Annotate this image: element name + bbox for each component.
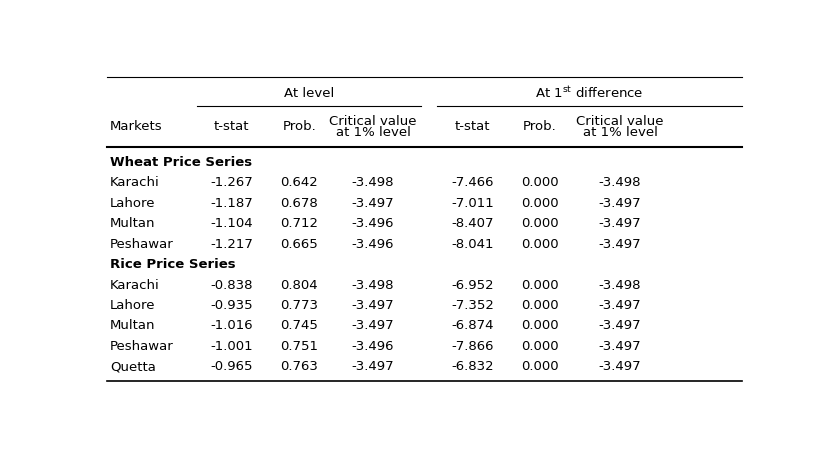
Text: -3.497: -3.497 [598, 360, 641, 374]
Text: At 1$^{\mathregular{st}}$ difference: At 1$^{\mathregular{st}}$ difference [535, 86, 643, 101]
Text: -8.407: -8.407 [451, 217, 493, 230]
Text: -3.497: -3.497 [598, 238, 641, 250]
Text: Prob.: Prob. [523, 120, 556, 133]
Text: -7.352: -7.352 [451, 299, 494, 312]
Text: 0.000: 0.000 [520, 238, 558, 250]
Text: -1.267: -1.267 [210, 176, 253, 189]
Text: 0.642: 0.642 [280, 176, 318, 189]
Text: -3.497: -3.497 [598, 319, 641, 332]
Text: 0.745: 0.745 [280, 319, 318, 332]
Text: -3.497: -3.497 [598, 217, 641, 230]
Text: 0.000: 0.000 [520, 197, 558, 209]
Text: -3.497: -3.497 [598, 340, 641, 353]
Text: 0.000: 0.000 [520, 319, 558, 332]
Text: 0.000: 0.000 [520, 340, 558, 353]
Text: -0.965: -0.965 [210, 360, 253, 374]
Text: -3.497: -3.497 [598, 197, 641, 209]
Text: Lahore: Lahore [110, 299, 155, 312]
Text: -1.001: -1.001 [210, 340, 253, 353]
Text: 0.000: 0.000 [520, 217, 558, 230]
Text: -7.011: -7.011 [451, 197, 493, 209]
Text: -3.497: -3.497 [351, 360, 394, 374]
Text: -3.497: -3.497 [351, 319, 394, 332]
Text: at 1% level: at 1% level [582, 126, 657, 139]
Text: At level: At level [284, 87, 333, 100]
Text: 0.000: 0.000 [520, 176, 558, 189]
Text: -6.874: -6.874 [451, 319, 493, 332]
Text: 0.773: 0.773 [280, 299, 318, 312]
Text: -3.496: -3.496 [351, 238, 394, 250]
Text: at 1% level: at 1% level [335, 126, 410, 139]
Text: -3.498: -3.498 [598, 176, 641, 189]
Text: Karachi: Karachi [110, 176, 160, 189]
Text: Critical value: Critical value [329, 115, 416, 128]
Text: -1.187: -1.187 [210, 197, 253, 209]
Text: 0.712: 0.712 [280, 217, 318, 230]
Text: t-stat: t-stat [454, 120, 490, 133]
Text: -0.935: -0.935 [210, 299, 253, 312]
Text: 0.000: 0.000 [520, 278, 558, 291]
Text: Wheat Price Series: Wheat Price Series [110, 156, 251, 169]
Text: -8.041: -8.041 [451, 238, 493, 250]
Text: Karachi: Karachi [110, 278, 160, 291]
Text: -6.832: -6.832 [451, 360, 493, 374]
Text: Quetta: Quetta [110, 360, 155, 374]
Text: -6.952: -6.952 [451, 278, 493, 291]
Text: 0.804: 0.804 [280, 278, 318, 291]
Text: -1.217: -1.217 [210, 238, 253, 250]
Text: -3.498: -3.498 [598, 278, 641, 291]
Text: Multan: Multan [110, 217, 155, 230]
Text: Lahore: Lahore [110, 197, 155, 209]
Text: -3.498: -3.498 [351, 278, 394, 291]
Text: -1.104: -1.104 [210, 217, 253, 230]
Text: 0.763: 0.763 [280, 360, 318, 374]
Text: 0.678: 0.678 [280, 197, 318, 209]
Text: -0.838: -0.838 [210, 278, 253, 291]
Text: Critical value: Critical value [576, 115, 663, 128]
Text: Markets: Markets [110, 120, 162, 133]
Text: -3.496: -3.496 [351, 217, 394, 230]
Text: Multan: Multan [110, 319, 155, 332]
Text: -3.496: -3.496 [351, 340, 394, 353]
Text: t-stat: t-stat [214, 120, 249, 133]
Text: 0.751: 0.751 [280, 340, 318, 353]
Text: 0.665: 0.665 [280, 238, 318, 250]
Text: -3.498: -3.498 [351, 176, 394, 189]
Text: -7.466: -7.466 [451, 176, 493, 189]
Text: Prob.: Prob. [282, 120, 316, 133]
Text: 0.000: 0.000 [520, 360, 558, 374]
Text: 0.000: 0.000 [520, 299, 558, 312]
Text: Peshawar: Peshawar [110, 238, 174, 250]
Text: -3.497: -3.497 [598, 299, 641, 312]
Text: Rice Price Series: Rice Price Series [110, 258, 235, 271]
Text: -3.497: -3.497 [351, 299, 394, 312]
Text: -7.866: -7.866 [451, 340, 493, 353]
Text: -1.016: -1.016 [210, 319, 253, 332]
Text: Peshawar: Peshawar [110, 340, 174, 353]
Text: -3.497: -3.497 [351, 197, 394, 209]
